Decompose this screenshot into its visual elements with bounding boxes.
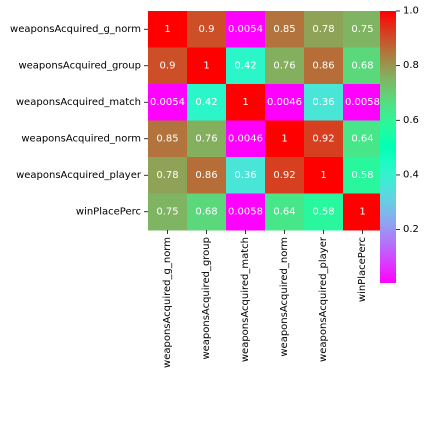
heatmap-cell — [226, 11, 266, 48]
heatmap-cell — [304, 84, 344, 121]
cell-value-label: 0.0054 — [150, 97, 185, 108]
colorbar-tick-label: 0.6 — [403, 115, 419, 126]
heatmap-cell — [343, 157, 383, 194]
heatmap-cell — [187, 120, 227, 158]
cell-value-label: 0.68 — [195, 206, 217, 217]
colorbar: 0.2 0.4 0.6 0.8 1.0 — [380, 6, 419, 283]
heatmap-cell — [265, 193, 305, 231]
heatmap-cell — [265, 157, 305, 194]
cell-value-label: 0.0058 — [345, 97, 380, 108]
heatmap-cell — [226, 84, 266, 121]
column-label: weaponsAcquired_g_norm — [162, 237, 173, 368]
heatmap-cell — [187, 84, 227, 121]
column-labels: weaponsAcquired_g_norm weaponsAcquired_gr… — [162, 230, 368, 368]
heatmap-cell — [187, 47, 227, 85]
row-label: weaponsAcquired_match — [16, 97, 141, 108]
cell-value-label: 0.0054 — [228, 24, 263, 35]
cell-value-label: 0.9 — [160, 60, 176, 71]
column-label: weaponsAcquired_norm — [279, 237, 290, 357]
heatmap-cell — [343, 193, 383, 231]
cell-value-label: 0.75 — [351, 24, 373, 35]
heatmap-cell — [343, 11, 383, 48]
heatmap-cell — [304, 157, 344, 194]
heatmap-cell — [226, 120, 266, 158]
cell-value-label: 0.76 — [273, 60, 295, 71]
cell-value-label: 0.92 — [312, 133, 334, 144]
colorbar-tick-label: 0.2 — [403, 224, 419, 235]
cell-value-label: 0.85 — [273, 24, 295, 35]
cell-value-label: 0.0046 — [267, 97, 302, 108]
heatmap-cell — [265, 120, 305, 158]
heatmap-cell — [226, 47, 266, 85]
heatmap-cell — [226, 157, 266, 194]
heatmap-cell — [343, 47, 383, 85]
cell-value-label: 1 — [320, 170, 326, 181]
cell-value-label: 0.58 — [351, 170, 373, 181]
cell-value-label: 0.75 — [156, 206, 178, 217]
heatmap-cell — [265, 84, 305, 121]
cell-value-label: 0.92 — [273, 170, 295, 181]
cell-value-label: 1 — [281, 133, 287, 144]
heatmap-cell — [148, 11, 188, 48]
heatmap-cells: 1 0.9 0.0054 0.85 0.78 0.75 0.9 1 0.42 0.76 0.86 0.… — [148, 11, 383, 231]
row-label: weaponsAcquired_g_norm — [10, 24, 141, 35]
cell-value-label: 0.68 — [351, 60, 373, 71]
cell-value-label: 0.78 — [156, 170, 178, 181]
cell-value-label: 0.64 — [273, 206, 295, 217]
cell-value-label: 1 — [359, 206, 365, 217]
cell-value-label: 0.86 — [312, 60, 334, 71]
heatmap-cell — [265, 11, 305, 48]
cell-value-label: 0.36 — [312, 97, 334, 108]
cell-value-label: 0.9 — [199, 24, 215, 35]
heatmap-cell — [304, 11, 344, 48]
heatmap-cell — [343, 84, 383, 121]
column-label: weaponsAcquired_group — [201, 237, 212, 360]
heatmap-cell — [304, 120, 344, 158]
heatmap-cell — [187, 193, 227, 231]
heatmap-cell — [148, 193, 188, 231]
row-label: weaponsAcquired_group — [18, 60, 141, 71]
row-label: weaponsAcquired_player — [16, 170, 142, 181]
cell-value-label: 0.0046 — [228, 133, 263, 144]
column-label: winPlacePerc — [357, 237, 368, 302]
cell-value-label: 0.64 — [351, 133, 373, 144]
heatmap-cell — [304, 193, 344, 231]
heatmap-cell — [187, 11, 227, 48]
heatmap-cell — [265, 47, 305, 85]
cell-value-label: 0.76 — [195, 133, 217, 144]
column-label: weaponsAcquired_match — [240, 237, 251, 362]
heatmap-cell — [148, 157, 188, 194]
column-label: weaponsAcquired_player — [318, 236, 329, 362]
cell-value-label: 0.85 — [156, 133, 178, 144]
colorbar-tick-label: 1.0 — [403, 6, 419, 17]
heatmap-cell — [304, 47, 344, 85]
heatmap-cell — [226, 193, 266, 231]
cell-value-label: 0.78 — [312, 24, 334, 35]
cell-value-label: 0.42 — [195, 97, 217, 108]
heatmap-cell — [343, 120, 383, 158]
heatmap-cell — [148, 47, 188, 85]
cell-value-label: 0.0058 — [228, 206, 263, 217]
heatmap-cell — [148, 84, 188, 121]
colorbar-tick-label: 0.8 — [403, 60, 419, 71]
colorbar-tick-label: 0.4 — [403, 169, 419, 180]
cell-value-label: 0.42 — [234, 60, 256, 71]
row-labels: weaponsAcquired_g_norm weaponsAcquired_gr… — [10, 24, 148, 217]
heatmap-cell — [148, 120, 188, 158]
heatmap-cell — [187, 157, 227, 194]
row-label: weaponsAcquired_norm — [21, 133, 141, 144]
row-label: winPlacePerc — [76, 206, 141, 217]
colorbar-gradient — [380, 11, 396, 283]
cell-value-label: 1 — [242, 97, 248, 108]
cell-value-label: 1 — [164, 24, 170, 35]
cell-value-label: 0.86 — [195, 170, 217, 181]
cell-value-label: 0.58 — [312, 206, 334, 217]
cell-value-label: 0.36 — [234, 170, 256, 181]
cell-value-label: 1 — [203, 60, 209, 71]
